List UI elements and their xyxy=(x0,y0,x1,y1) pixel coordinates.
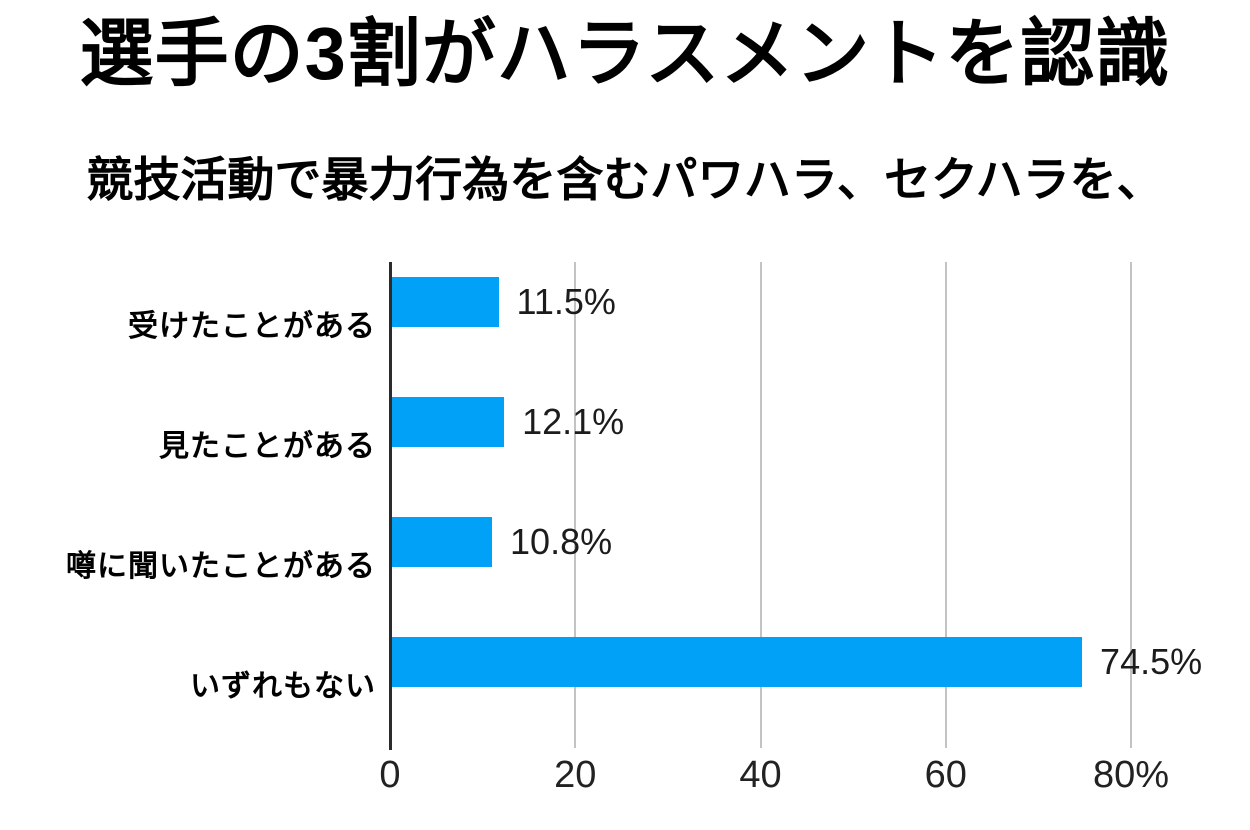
gridline xyxy=(574,262,577,748)
gridline xyxy=(759,262,762,748)
gridline xyxy=(1130,262,1132,748)
category-label: 噂に聞いたことがある xyxy=(66,550,376,583)
bar-chart: 受けたことがある見たことがある噂に聞いたことがあるいずれもない 11.5% 12.… xyxy=(0,262,1250,807)
value-label: 10.8% xyxy=(510,521,613,562)
bar xyxy=(392,637,1083,687)
x-axis-ticks: 0 20 40 60 80% xyxy=(0,750,1250,805)
y-axis-line xyxy=(389,262,392,750)
category-labels: 受けたことがある見たことがある噂に聞いたことがあるいずれもない xyxy=(0,262,376,807)
value-label: 12.1% xyxy=(522,401,625,442)
plot-area: 11.5% 12.1% 10.8% 74.5% xyxy=(389,262,1202,750)
x-tick-label: 20 xyxy=(554,754,597,796)
x-tick-label: 80% xyxy=(1092,754,1170,796)
gridline xyxy=(944,262,947,748)
bar xyxy=(392,397,505,447)
x-tick-label: 40 xyxy=(739,754,782,796)
page-title: 選手の3割がハラスメントを認識 xyxy=(79,12,1171,95)
value-label: 11.5% xyxy=(516,281,616,322)
category-label: 見たことがある xyxy=(159,430,376,463)
chart-subtitle: 競技活動で暴力行為を含むパワハラ、セクハラを、 xyxy=(86,153,1164,206)
category-label: 受けたことがある xyxy=(128,310,376,343)
value-label: 74.5% xyxy=(1100,641,1203,682)
x-tick-label: 60 xyxy=(924,754,967,796)
category-label: いずれもない xyxy=(190,670,376,703)
bar xyxy=(392,277,499,327)
x-tick-label: 0 xyxy=(379,754,401,796)
bar xyxy=(392,517,493,567)
